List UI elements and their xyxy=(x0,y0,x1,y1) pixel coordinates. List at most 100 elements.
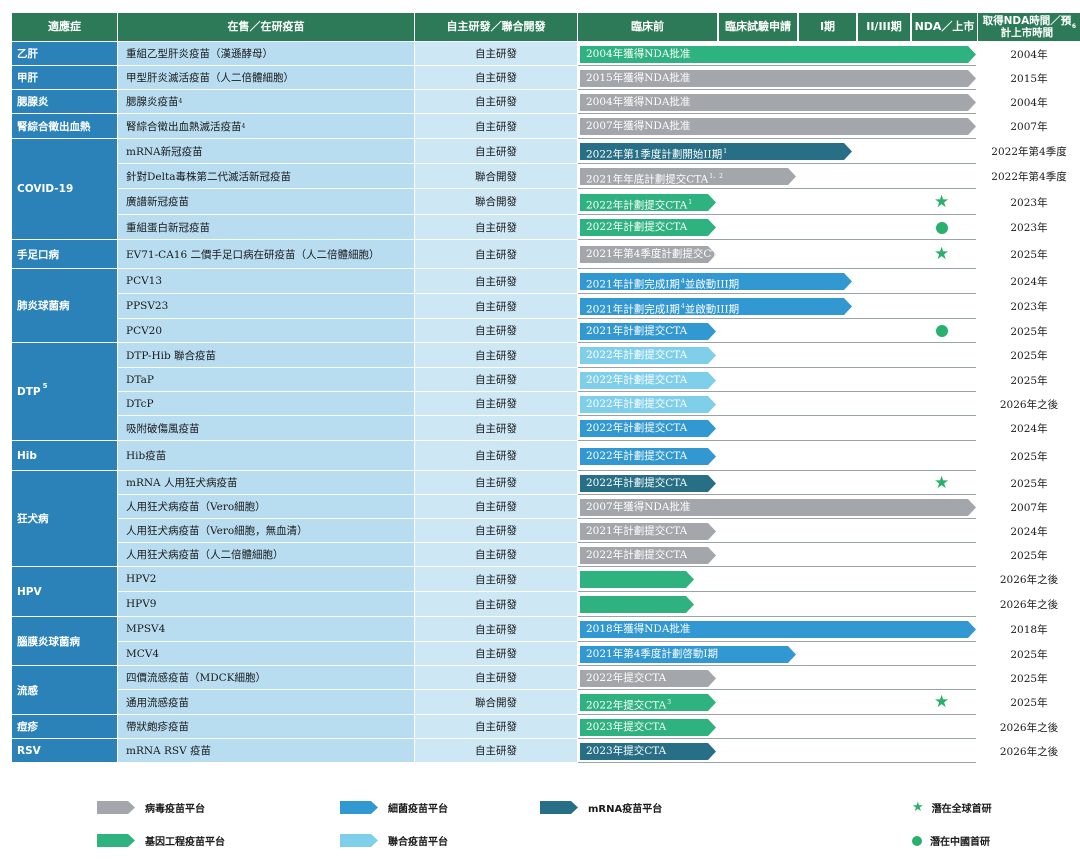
disease-label: COVID-19 xyxy=(17,183,74,195)
vaccine-name: HPV9 xyxy=(118,592,414,617)
status-footnote: 1 xyxy=(688,199,693,206)
status-label: 2021年第4季度計劃啓動I期 xyxy=(586,648,719,660)
development-mode: 自主研發 xyxy=(415,715,577,739)
development-mode: 聯合開發 xyxy=(415,164,577,189)
disease-cell: 腮腺炎 xyxy=(12,90,117,114)
nda-time: 2022年第4季度 xyxy=(991,146,1067,158)
vaccine-label: 腮腺炎疫苗 xyxy=(126,96,179,108)
disease-cell: 手足口病 xyxy=(12,240,117,269)
legend-item-joint: 聯合疫苗平台 xyxy=(340,833,448,848)
vaccine-name: DTP-Hib 聯合疫苗 xyxy=(118,343,414,368)
vaccine-name: 吸附破傷風疫苗 xyxy=(118,416,414,441)
status-label: 2021年計劃完成I期 xyxy=(586,278,680,291)
pipeline-status-text: 2022年計劃提交CTA xyxy=(586,420,687,437)
disease-label: 腦膜炎球菌病 xyxy=(17,635,80,648)
pipeline-progress-bar xyxy=(580,596,694,613)
vaccine-label: 重組蛋白新冠疫苗 xyxy=(126,221,210,234)
pipeline-status-text: 2021年計劃提交CTA xyxy=(586,523,687,540)
china-first-dot-icon xyxy=(936,325,948,337)
legend-swatch xyxy=(340,801,378,814)
vaccine-label: 通用流感疫苗 xyxy=(126,696,189,709)
status-footnote: 4 xyxy=(680,278,685,285)
nda-time: 2024年 xyxy=(1010,276,1048,288)
nda-time: 2026年之後 xyxy=(999,721,1059,734)
row-divider xyxy=(578,591,976,592)
vaccine-label: 人用狂犬病疫苗（Vero細胞，無血清） xyxy=(126,525,308,537)
disease-label: 流感 xyxy=(17,684,38,697)
legend-item-mrna: mRNA疫苗平台 xyxy=(540,800,662,815)
legend-label: 潛在全球首研 xyxy=(931,804,992,815)
disease-cell: Hib xyxy=(12,441,117,471)
vaccine-name: MCV4 xyxy=(118,642,414,666)
header-cta: 臨床試驗申請 xyxy=(719,13,798,41)
row-divider xyxy=(578,714,976,715)
development-mode: 自主研發 xyxy=(415,495,577,519)
global-first-star-icon: ★ xyxy=(934,692,950,712)
nda-time: 2025年 xyxy=(1010,249,1048,261)
pipeline-progress-bar: 2021年計劃提交CTA xyxy=(580,323,716,340)
pipeline-progress-bar: 2022年第1季度計劃開始II期1 xyxy=(580,143,852,160)
development-mode: 自主研發 xyxy=(415,240,577,269)
vaccine-label: Hib疫苗 xyxy=(126,450,167,462)
nda-time: 2025年 xyxy=(1010,697,1048,709)
development-mode: 自主研發 xyxy=(415,343,577,368)
pipeline-status-text: 2022年第1季度計劃開始II期1 xyxy=(586,143,727,160)
header-time-footnote: 6 xyxy=(1071,23,1077,30)
legend-label: 聯合疫苗平台 xyxy=(388,837,448,848)
nda-time: 2024年 xyxy=(1010,423,1048,435)
pipeline-progress-bar: 2022年計劃提交CTA xyxy=(580,347,716,364)
disease-footnote: 5 xyxy=(42,381,48,390)
status-label: 2022年計劃提交CTA xyxy=(586,349,688,361)
row-divider xyxy=(578,113,976,114)
legend-label: 基因工程疫苗平台 xyxy=(145,837,225,848)
pipeline-progress-bar: 2022年計劃提交CTA xyxy=(580,396,716,413)
pipeline-progress-bar: 2022年計劃提交CTA xyxy=(580,219,716,236)
legend-label: 病毒疫苗平台 xyxy=(145,804,205,815)
row-divider xyxy=(578,188,976,189)
disease-label: 腎綜合徵出血熱 xyxy=(17,120,91,133)
status-label: 2022年第1季度計劃開始II期 xyxy=(586,148,723,161)
pipeline-status-text: 2021年計劃完成I期4並啟動III期 xyxy=(586,273,739,290)
status-label: 2021年年底計劃提交CTA xyxy=(586,173,709,186)
development-mode: 聯合開發 xyxy=(415,189,577,215)
row-divider xyxy=(578,762,976,763)
disease-cell: 腦膜炎球菌病 xyxy=(12,617,117,666)
pipeline-status-text: 2022年提交CTA xyxy=(586,670,666,687)
vaccine-name: 針對Delta毒株第二代滅活新冠疫苗 xyxy=(118,164,414,189)
nda-time: 2026年之後 xyxy=(999,599,1059,611)
vaccine-label: PCV13 xyxy=(126,275,163,287)
development-mode: 自主研發 xyxy=(415,592,577,617)
development-mode: 自主研發 xyxy=(415,215,577,240)
status-label: 2018年獲得NDA批准 xyxy=(586,623,691,635)
development-mode: 自主研發 xyxy=(415,642,577,666)
status-label: 2007年獲得NDA批准 xyxy=(586,120,691,132)
pipeline-progress-bar: 2022年計劃提交CTA xyxy=(580,372,716,389)
row-divider xyxy=(578,738,976,739)
pipeline-progress-bar: 2021年年底計劃提交CTA1、2 xyxy=(580,168,796,185)
vaccine-label: MPSV4 xyxy=(126,623,166,635)
status-label: 2022年計劃提交CTA xyxy=(586,450,688,462)
row-divider xyxy=(578,689,976,690)
disease-label: 乙肝 xyxy=(17,48,38,60)
nda-time: 2023年 xyxy=(1010,222,1048,234)
disease-cell: 甲肝 xyxy=(12,66,117,90)
vaccine-name: MPSV4 xyxy=(118,617,414,642)
disease-label: 手足口病 xyxy=(17,248,59,261)
global-first-star-icon: ★ xyxy=(934,244,950,264)
disease-label: Hib xyxy=(17,449,37,462)
row-divider xyxy=(578,163,976,164)
development-mode: 自主研發 xyxy=(415,567,577,592)
development-mode: 自主研發 xyxy=(415,114,577,139)
row-divider xyxy=(578,89,976,90)
row-divider xyxy=(578,641,976,642)
nda-time: 2025年 xyxy=(1010,374,1048,387)
nda-time: 2025年 xyxy=(1010,648,1048,661)
disease-label: 痘疹 xyxy=(17,721,38,733)
pipeline-progress-bar: 2022年計劃提交CTA xyxy=(580,420,716,437)
row-divider xyxy=(578,616,976,617)
nda-time: 2018年 xyxy=(1010,624,1048,636)
nda-time: 2022年第4季度 xyxy=(991,171,1067,183)
nda-time: 2004年 xyxy=(1010,96,1048,109)
pipeline-status-text: 2007年獲得NDA批准 xyxy=(586,118,690,135)
row-divider xyxy=(578,415,976,416)
